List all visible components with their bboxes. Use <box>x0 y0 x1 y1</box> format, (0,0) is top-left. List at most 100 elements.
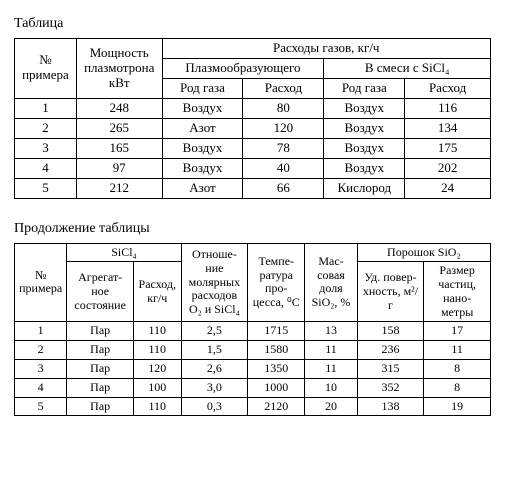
cell: 66 <box>243 178 324 198</box>
cell: Воздух <box>162 98 243 118</box>
cell: 158 <box>357 322 424 341</box>
cell: 100 <box>133 378 181 397</box>
cell: Пар <box>67 341 134 360</box>
table-row: 3 Пар 120 2,6 1350 11 315 8 <box>15 360 491 379</box>
cell: 116 <box>405 98 491 118</box>
cell: 8 <box>424 378 491 397</box>
cell: 138 <box>357 397 424 416</box>
cell: 236 <box>357 341 424 360</box>
table1-caption: Таблица <box>14 16 491 32</box>
t1-h-flow1: Расход <box>243 78 324 98</box>
table-row: 5 212 Азот 66 Кислород 24 <box>15 178 491 198</box>
table-row: 4 Пар 100 3,0 1000 10 352 8 <box>15 378 491 397</box>
t2-h-sicl4: SiCl₄ <box>67 243 181 262</box>
cell: 78 <box>243 138 324 158</box>
cell: 4 <box>15 158 77 178</box>
t2-h-size: Размер частиц, нано-метры <box>424 262 491 322</box>
cell: 110 <box>133 322 181 341</box>
cell: 80 <box>243 98 324 118</box>
cell: 2,5 <box>181 322 248 341</box>
cell: 1000 <box>248 378 305 397</box>
table-row: 1 248 Воздух 80 Воздух 116 <box>15 98 491 118</box>
t2-h-temp: Темпе-ратура про-цесса, ⁰С <box>248 243 305 322</box>
cell: 110 <box>133 397 181 416</box>
table2-caption: Продолжение таблицы <box>14 221 491 237</box>
t1-h-gastype2: Род газа <box>324 78 405 98</box>
cell: 175 <box>405 138 491 158</box>
table-row: 4 97 Воздух 40 Воздух 202 <box>15 158 491 178</box>
cell: 110 <box>133 341 181 360</box>
cell: Пар <box>67 397 134 416</box>
cell: 212 <box>76 178 162 198</box>
cell: 5 <box>15 397 67 416</box>
cell: 40 <box>243 158 324 178</box>
cell: Воздух <box>162 158 243 178</box>
cell: 19 <box>424 397 491 416</box>
t1-h-gastype1: Род газа <box>162 78 243 98</box>
cell: 2 <box>15 341 67 360</box>
table2: № примера SiCl₄ Отноше-ние молярных расх… <box>14 243 491 417</box>
cell: 5 <box>15 178 77 198</box>
t2-h-frac: Мас-совая доля SiO₂, % <box>305 243 357 322</box>
cell: 3 <box>15 360 67 379</box>
cell: Пар <box>67 360 134 379</box>
cell: Азот <box>162 118 243 138</box>
cell: 1350 <box>248 360 305 379</box>
cell: 20 <box>305 397 357 416</box>
cell: 315 <box>357 360 424 379</box>
cell: Пар <box>67 322 134 341</box>
table-row: 1 Пар 110 2,5 1715 13 158 17 <box>15 322 491 341</box>
cell: Азот <box>162 178 243 198</box>
cell: 3,0 <box>181 378 248 397</box>
cell: 10 <box>305 378 357 397</box>
cell: 2,6 <box>181 360 248 379</box>
t1-h-flow2: Расход <box>405 78 491 98</box>
cell: 202 <box>405 158 491 178</box>
cell: 165 <box>76 138 162 158</box>
cell: 1715 <box>248 322 305 341</box>
cell: 134 <box>405 118 491 138</box>
cell: 11 <box>305 360 357 379</box>
cell: 13 <box>305 322 357 341</box>
cell: 120 <box>133 360 181 379</box>
cell: 248 <box>76 98 162 118</box>
table-row: 5 Пар 110 0,3 2120 20 138 19 <box>15 397 491 416</box>
cell: Воздух <box>162 138 243 158</box>
cell: Воздух <box>324 98 405 118</box>
cell: 1,5 <box>181 341 248 360</box>
cell: 1 <box>15 322 67 341</box>
cell: Кислород <box>324 178 405 198</box>
cell: Воздух <box>324 118 405 138</box>
cell: 4 <box>15 378 67 397</box>
cell: 1580 <box>248 341 305 360</box>
t1-h-plasma: Плазмообразующего <box>162 58 324 78</box>
table-row: 2 265 Азот 120 Воздух 134 <box>15 118 491 138</box>
t1-h-example: № примера <box>15 39 77 99</box>
table-row: 2 Пар 110 1,5 1580 11 236 11 <box>15 341 491 360</box>
cell: 8 <box>424 360 491 379</box>
cell: 2120 <box>248 397 305 416</box>
table1: № примера Мощность плазмотрона кВт Расхо… <box>14 38 491 199</box>
cell: 17 <box>424 322 491 341</box>
t2-h-powder: Порошок SiO₂ <box>357 243 490 262</box>
cell: Воздух <box>324 158 405 178</box>
t2-h-ratio: Отноше-ние молярных расходов О₂ и SiCl₄ <box>181 243 248 322</box>
t2-h-surf: Уд. повер-хность, м²/г <box>357 262 424 322</box>
cell: 97 <box>76 158 162 178</box>
cell: 1 <box>15 98 77 118</box>
cell: 2 <box>15 118 77 138</box>
cell: 265 <box>76 118 162 138</box>
cell: 11 <box>424 341 491 360</box>
t1-h-gasflow: Расходы газов, кг/ч <box>162 39 490 59</box>
t2-h-example: № примера <box>15 243 67 322</box>
cell: 11 <box>305 341 357 360</box>
table-row: 3 165 Воздух 78 Воздух 175 <box>15 138 491 158</box>
t1-h-power: Мощность плазмотрона кВт <box>76 39 162 99</box>
cell: 24 <box>405 178 491 198</box>
cell: Пар <box>67 378 134 397</box>
cell: 120 <box>243 118 324 138</box>
t1-h-sicl4: В смеси с SiCl₄ <box>324 58 491 78</box>
cell: Воздух <box>324 138 405 158</box>
cell: 3 <box>15 138 77 158</box>
t2-h-agg: Агрегат-ное состояние <box>67 262 134 322</box>
